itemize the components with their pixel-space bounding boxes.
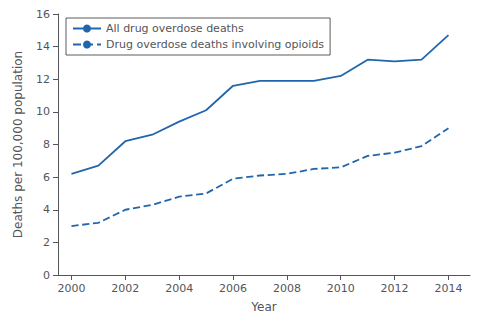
svg-text:16: 16 xyxy=(36,8,50,21)
svg-text:Drug overdose deaths involving: Drug overdose deaths involving opioids xyxy=(106,38,324,51)
svg-text:0: 0 xyxy=(43,269,50,282)
svg-text:2002: 2002 xyxy=(111,282,139,295)
svg-text:10: 10 xyxy=(36,105,50,118)
svg-text:4: 4 xyxy=(43,203,50,216)
svg-text:2014: 2014 xyxy=(434,282,462,295)
svg-text:2008: 2008 xyxy=(273,282,301,295)
svg-text:Deaths per 100,000 population: Deaths per 100,000 population xyxy=(11,51,25,238)
svg-text:Year: Year xyxy=(250,300,276,314)
svg-text:2000: 2000 xyxy=(57,282,85,295)
svg-text:2012: 2012 xyxy=(381,282,409,295)
svg-text:2006: 2006 xyxy=(219,282,247,295)
svg-text:12: 12 xyxy=(36,73,50,86)
svg-text:2010: 2010 xyxy=(327,282,355,295)
svg-text:14: 14 xyxy=(36,40,50,53)
svg-text:8: 8 xyxy=(43,138,50,151)
svg-text:2004: 2004 xyxy=(165,282,193,295)
svg-text:All drug overdose deaths: All drug overdose deaths xyxy=(106,22,244,35)
svg-text:6: 6 xyxy=(43,171,50,184)
svg-text:2: 2 xyxy=(43,236,50,249)
